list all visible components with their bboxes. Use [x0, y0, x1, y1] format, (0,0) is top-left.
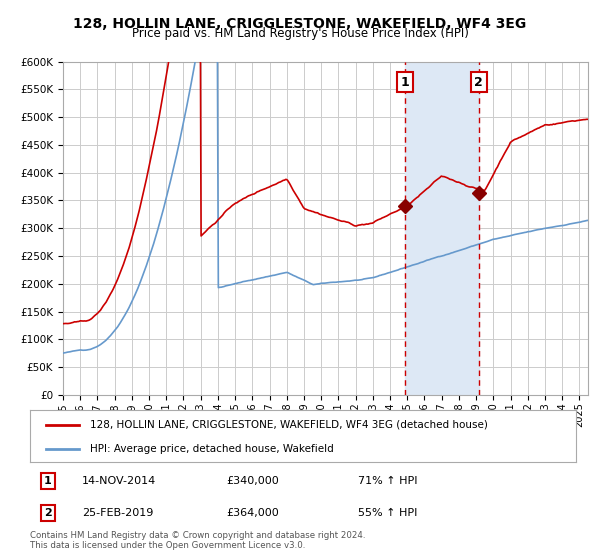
Text: 14-NOV-2014: 14-NOV-2014 [82, 476, 156, 486]
Text: £340,000: £340,000 [227, 476, 280, 486]
Text: 2: 2 [475, 76, 483, 88]
Text: 55% ↑ HPI: 55% ↑ HPI [358, 508, 417, 518]
Bar [405, 62, 479, 395]
Text: 1: 1 [44, 476, 52, 486]
Text: HPI: Average price, detached house, Wakefield: HPI: Average price, detached house, Wake… [90, 444, 334, 454]
Text: 71% ↑ HPI: 71% ↑ HPI [358, 476, 417, 486]
Text: Price paid vs. HM Land Registry's House Price Index (HPI): Price paid vs. HM Land Registry's House … [131, 27, 469, 40]
Text: 128, HOLLIN LANE, CRIGGLESTONE, WAKEFIELD, WF4 3EG: 128, HOLLIN LANE, CRIGGLESTONE, WAKEFIEL… [73, 17, 527, 31]
Text: Contains HM Land Registry data © Crown copyright and database right 2024.
This d: Contains HM Land Registry data © Crown c… [30, 531, 365, 550]
Text: 1: 1 [401, 76, 409, 88]
Text: 128, HOLLIN LANE, CRIGGLESTONE, WAKEFIELD, WF4 3EG (detached house): 128, HOLLIN LANE, CRIGGLESTONE, WAKEFIEL… [90, 420, 488, 430]
Text: 25-FEB-2019: 25-FEB-2019 [82, 508, 153, 518]
Text: £364,000: £364,000 [227, 508, 280, 518]
Text: 2: 2 [44, 508, 52, 518]
